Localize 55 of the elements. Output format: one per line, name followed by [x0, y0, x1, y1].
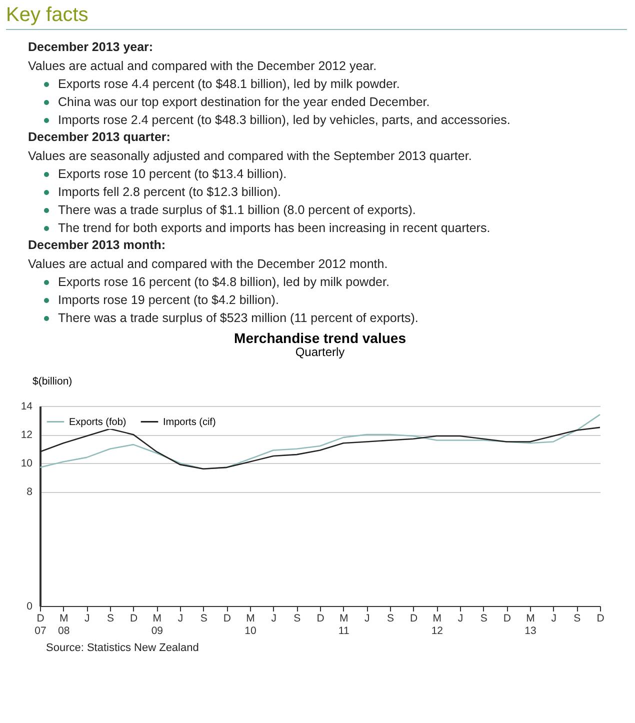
x-tick-label: S: [386, 612, 394, 624]
chart-subtitle: Quarterly: [295, 345, 345, 359]
y-tick-label: 10: [20, 458, 33, 470]
text: December 2013 quarter:: [28, 130, 172, 144]
text: Values are seasonally adjusted and compared with the September 2013 quarter.: [28, 149, 473, 163]
text: Imports rose 2.4 percent (to $48.3 billion), led by vehicles, parts, and accessories.: [44, 112, 617, 128]
x-tick-label: S: [574, 612, 581, 624]
y-tick-label: 14: [20, 400, 33, 412]
x-tick-label: D: [503, 612, 512, 624]
x-tick-label: D 07: [34, 612, 46, 637]
y-tick-label: 8: [26, 486, 33, 498]
x-tick-label: J: [551, 612, 556, 624]
x-tick-label: M 12: [431, 612, 444, 637]
text: December 2013 year:: [28, 40, 154, 54]
x-tick-label: J: [364, 612, 370, 624]
text: China was our top export destination for the year ended December.: [44, 94, 617, 110]
text: The trend for both exports and imports has been increasing in recent quarters.: [44, 220, 617, 236]
line-series: [39, 426, 601, 470]
x-tick-label: M 11: [338, 612, 350, 637]
x-tick-label: S: [294, 612, 301, 624]
x-tick-label: M 08: [58, 612, 70, 637]
chart-title: Merchandise trend values: [234, 330, 406, 346]
x-tick-label: M 13: [524, 612, 536, 637]
text: Key facts: [6, 4, 627, 30]
line-series: [39, 414, 601, 470]
text: Exports rose 10 percent (to $13.4 billion).: [44, 166, 617, 182]
x-tick-label: J: [178, 612, 184, 624]
x-tick-label: S: [480, 612, 488, 624]
text: There was a trade surplus of $523 million (11 percent of exports).: [44, 310, 617, 326]
y-tick-label: 0: [26, 600, 33, 612]
x-tick-label: M 10: [244, 612, 256, 637]
x-tick-label: S: [106, 612, 114, 624]
text: Exports rose 4.4 percent (to $48.1 billion), led by milk powder.: [44, 76, 617, 92]
text: Values are actual and compared with the December 2012 month.: [28, 257, 389, 271]
y-axis-title: $(billion): [32, 376, 72, 388]
x-tick-label: D: [410, 612, 418, 624]
x-tick-label: D: [596, 612, 605, 624]
legend-label: Exports (fob): [69, 416, 126, 428]
legend-label: Imports (cif): [163, 416, 216, 428]
x-tick-label: D: [223, 612, 232, 624]
x-tick-label: J: [271, 612, 276, 624]
source-note: Source: Statistics New Zealand: [45, 642, 200, 654]
text: Imports fell 2.8 percent (to $12.3 billion).: [44, 184, 617, 200]
text: Values are actual and compared with the December 2012 year.: [28, 59, 378, 73]
text: Imports rose 19 percent (to $4.2 billion).: [44, 292, 617, 308]
x-tick-label: M 09: [151, 612, 164, 637]
x-tick-label: D: [130, 612, 138, 624]
text: December 2013 month:: [28, 238, 167, 252]
text: There was a trade surplus of $1.1 billion (8.0 percent of exports).: [44, 202, 617, 218]
y-tick-label: 12: [20, 429, 33, 442]
x-tick-label: D: [316, 612, 325, 624]
x-tick-label: S: [200, 612, 208, 624]
x-tick-label: J: [458, 612, 464, 624]
x-tick-label: J: [84, 612, 90, 624]
text: Exports rose 16 percent (to $4.8 billion), led by milk powder.: [44, 274, 617, 290]
